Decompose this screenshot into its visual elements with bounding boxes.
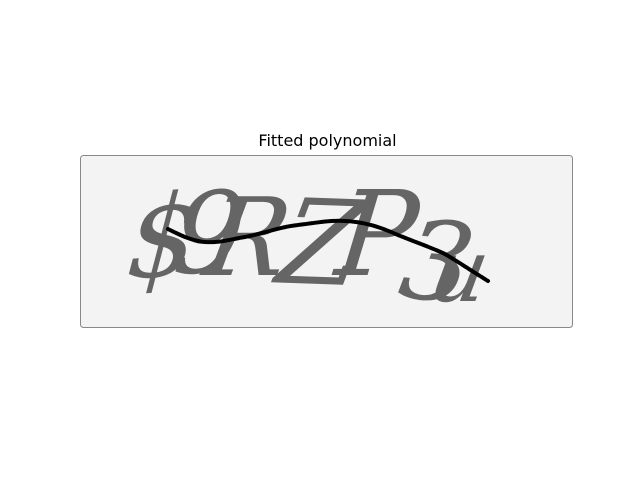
captcha-background — [80, 155, 573, 328]
captcha-glyph: P — [328, 165, 426, 303]
fitted-polynomial-curve — [166, 218, 490, 283]
captcha-image: $9 R Z P 3 u — [80, 155, 573, 328]
figure-title: Fitted polynomial — [258, 131, 397, 150]
